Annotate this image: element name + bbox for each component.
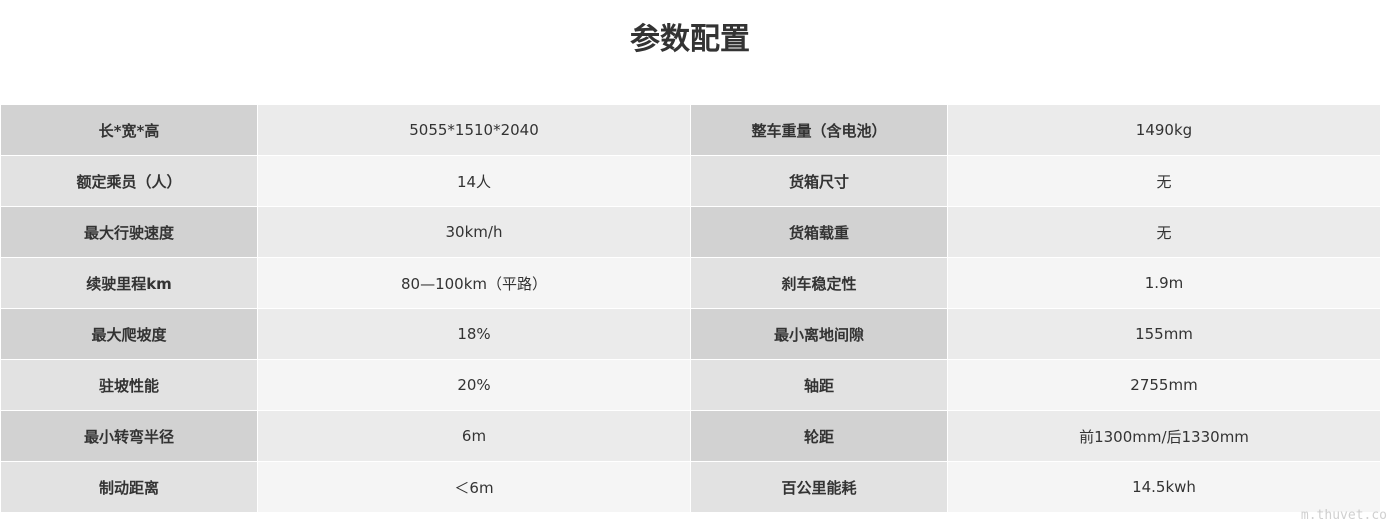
spec-label: 轴距 (691, 360, 947, 410)
spec-table: 长*宽*高 5055*1510*2040 整车重量（含电池） 1490kg 额定乘员（人… (0, 104, 1381, 513)
spec-label: 最大爬坡度 (1, 309, 257, 359)
spec-value: 1490kg (948, 105, 1380, 155)
spec-value: 5055*1510*2040 (258, 105, 690, 155)
spec-value: 2755mm (948, 360, 1380, 410)
spec-value: ＜6m (258, 462, 690, 512)
spec-value: 80—100km（平路） (258, 258, 690, 308)
spec-label: 最小离地间隙 (691, 309, 947, 359)
spec-value: 155mm (948, 309, 1380, 359)
spec-value: 6m (258, 411, 690, 461)
table-row: 最大行驶速度 30km/h 货箱载重无 (1, 207, 1380, 257)
spec-value: 14人 (258, 156, 690, 206)
spec-value: 20% (258, 360, 690, 410)
spec-label: 驻坡性能 (1, 360, 257, 410)
spec-value: 无 (948, 207, 1380, 257)
spec-label: 货箱尺寸 (691, 156, 947, 206)
spec-label: 长*宽*高 (1, 105, 257, 155)
table-row: 最大爬坡度 18% 最小离地间隙 155mm (1, 309, 1380, 359)
spec-value: 30km/h (258, 207, 690, 257)
table-row: 驻坡性能 20% 轴距 2755mm (1, 360, 1380, 410)
spec-label: 整车重量（含电池） (691, 105, 947, 155)
table-row: 长*宽*高 5055*1510*2040 整车重量（含电池） 1490kg (1, 105, 1380, 155)
spec-value: 前1300mm/后1330mm (948, 411, 1380, 461)
table-row: 制动距离 ＜6m 百公里能耗 14.5kwh (1, 462, 1380, 512)
table-row: 最小转弯半径 6m 轮距 前1300mm/后1330mm (1, 411, 1380, 461)
watermark: m.thuvet.co (1300, 508, 1387, 523)
spec-value: 1.9m (948, 258, 1380, 308)
spec-label: 货箱载重 (691, 207, 947, 257)
table-row: 续驶里程km 80—100km（平路） 刹车稳定性 1.9m (1, 258, 1380, 308)
spec-label: 制动距离 (1, 462, 257, 512)
spec-value: 无 (948, 156, 1380, 206)
spec-label: 百公里能耗 (691, 462, 947, 512)
spec-label: 续驶里程km (1, 258, 257, 308)
spec-label: 最小转弯半径 (1, 411, 257, 461)
spec-label: 刹车稳定性 (691, 258, 947, 308)
spec-value: 18% (258, 309, 690, 359)
table-row: 额定乘员（人） 14人 货箱尺寸无 (1, 156, 1380, 206)
spec-value: 14.5kwh (948, 462, 1380, 512)
page-title: 参数配置 (630, 22, 750, 57)
spec-label: 轮距 (691, 411, 947, 461)
spec-label: 最大行驶速度 (1, 207, 257, 257)
spec-label: 额定乘员（人） (1, 156, 257, 206)
